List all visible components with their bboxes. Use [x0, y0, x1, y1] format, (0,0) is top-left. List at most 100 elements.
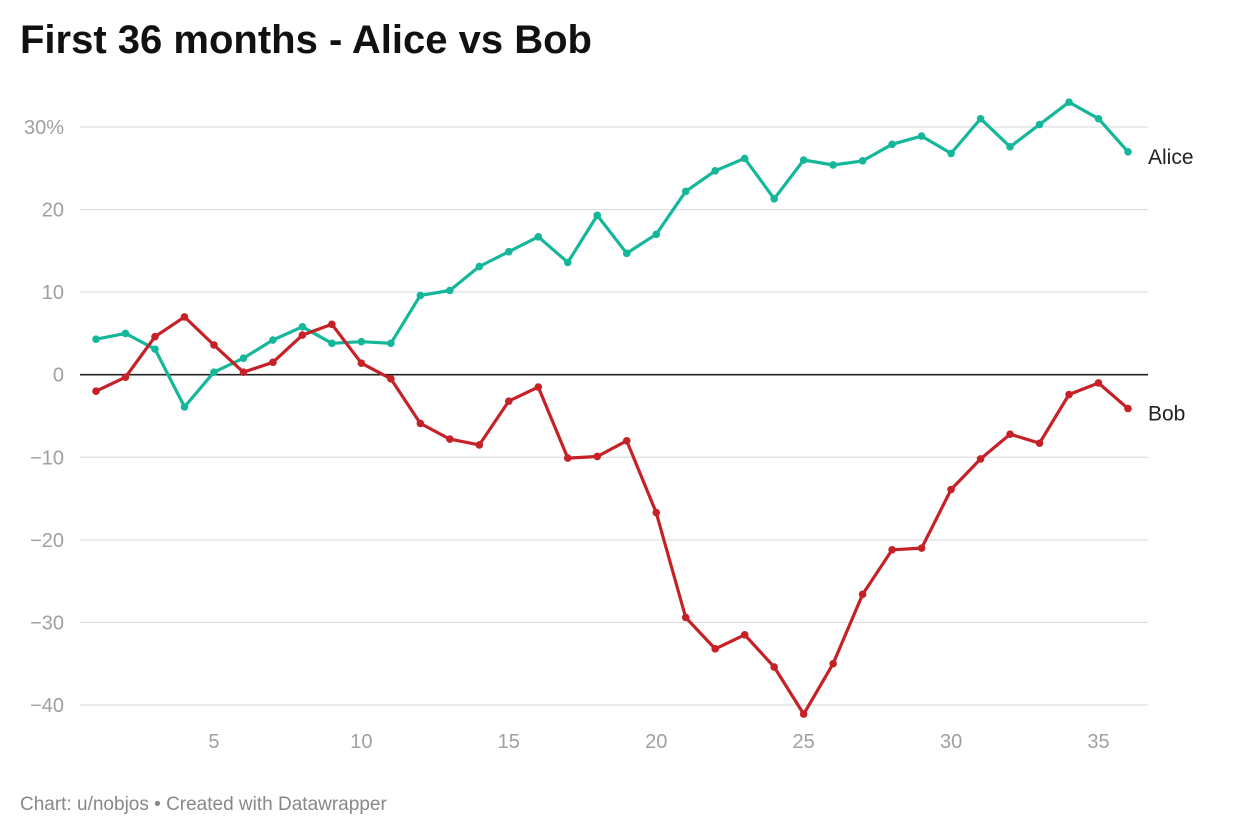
data-point-bob [829, 659, 837, 668]
data-point-bob [180, 313, 189, 321]
data-point-bob [976, 455, 985, 463]
data-point-bob [947, 485, 955, 494]
data-point-alice [711, 166, 719, 175]
data-point-alice [829, 161, 837, 169]
y-tick-label: −20 [30, 530, 64, 552]
data-point-bob [92, 387, 100, 396]
data-point-alice [947, 149, 955, 158]
data-point-alice [269, 336, 277, 344]
data-point-bob [328, 320, 336, 329]
data-point-alice [799, 156, 808, 164]
data-point-alice [328, 339, 336, 348]
data-point-bob [858, 590, 867, 599]
data-point-bob [563, 454, 572, 462]
data-point-bob [1094, 379, 1103, 387]
series-alice [92, 98, 1132, 411]
line-chart: 30% 20 10 0 −10 −20 −30 −40 5 10 15 20 25 30 35 Alice… [24, 98, 1194, 753]
data-point-bob [681, 613, 690, 622]
data-point-bob [1124, 404, 1132, 413]
data-point-alice [593, 211, 602, 220]
x-tick-label: 10 [350, 731, 372, 753]
data-point-bob [121, 373, 130, 381]
data-point-bob [622, 436, 631, 445]
x-tick-label: 35 [1087, 731, 1109, 753]
data-point-bob [917, 544, 926, 552]
data-point-alice [888, 140, 896, 149]
data-point-bob [505, 397, 513, 405]
data-point-alice [475, 262, 484, 271]
data-point-alice [387, 339, 395, 348]
data-point-alice [357, 337, 366, 346]
data-point-bob [1035, 439, 1044, 448]
data-point-alice [681, 187, 690, 196]
chart-title: First 36 months - Alice vs Bob [20, 18, 592, 62]
data-point-alice [1035, 120, 1044, 129]
data-point-bob [1006, 430, 1014, 438]
series-line-alice [94, 100, 1130, 409]
x-axis-ticks: 5 10 15 20 25 30 35 [208, 731, 1109, 753]
series-lines [92, 98, 1132, 718]
series-line-bob [94, 315, 1130, 716]
data-point-alice [917, 132, 926, 140]
data-point-alice [505, 247, 513, 256]
x-tick-label: 25 [793, 731, 815, 753]
data-point-alice [770, 195, 778, 203]
data-point-alice [1065, 98, 1073, 107]
x-tick-label: 5 [208, 731, 219, 753]
data-point-bob [652, 508, 661, 517]
y-axis-ticks: 30% 20 10 0 −10 −20 −30 −40 [24, 117, 64, 717]
data-point-alice [563, 258, 572, 267]
data-point-bob [1065, 390, 1073, 399]
data-point-alice [622, 249, 631, 258]
y-tick-label: 20 [42, 200, 64, 222]
data-point-bob [799, 710, 808, 718]
data-point-bob [416, 419, 425, 428]
data-point-alice [121, 329, 130, 338]
y-tick-label: −40 [30, 695, 64, 717]
data-point-alice [1006, 143, 1014, 151]
data-point-bob [357, 359, 366, 367]
data-point-alice [976, 114, 985, 123]
data-point-alice [180, 403, 189, 411]
data-point-bob [770, 663, 778, 671]
data-point-bob [210, 341, 218, 349]
data-point-bob [534, 383, 543, 391]
data-point-bob [888, 545, 896, 554]
data-point-alice [740, 154, 749, 163]
data-point-alice [210, 368, 218, 377]
data-point-alice [151, 345, 159, 353]
data-point-alice [92, 335, 100, 344]
data-point-alice [446, 286, 454, 295]
series-labels: Alice Bob [1148, 146, 1194, 426]
data-point-bob [387, 375, 395, 383]
y-tick-label: 30% [24, 117, 64, 139]
x-tick-label: 20 [645, 731, 667, 753]
data-point-bob [269, 358, 277, 367]
y-tick-label: −10 [30, 447, 64, 469]
series-label-alice: Alice [1148, 146, 1194, 169]
gridlines [80, 126, 1148, 706]
data-point-bob [446, 435, 454, 443]
data-point-bob [151, 332, 159, 341]
y-tick-label: −30 [30, 612, 64, 634]
data-point-alice [416, 291, 425, 300]
data-point-alice [239, 354, 248, 363]
series-bob [92, 313, 1132, 718]
data-point-alice [652, 230, 661, 239]
y-tick-label: 10 [42, 282, 64, 304]
data-point-bob [475, 441, 484, 449]
x-tick-label: 15 [498, 731, 520, 753]
data-point-alice [298, 323, 307, 331]
x-tick-label: 30 [940, 731, 962, 753]
data-point-bob [239, 368, 248, 377]
data-point-alice [534, 233, 543, 241]
chart-credit: Chart: u/nobjos • Created with Datawrapp… [20, 794, 387, 815]
data-point-alice [1124, 147, 1132, 156]
data-point-bob [298, 331, 307, 339]
data-point-bob [711, 645, 719, 653]
data-point-bob [593, 452, 602, 461]
data-point-alice [858, 157, 867, 165]
data-point-alice [1094, 114, 1103, 123]
data-point-bob [740, 631, 749, 639]
y-tick-label: 0 [53, 365, 64, 387]
